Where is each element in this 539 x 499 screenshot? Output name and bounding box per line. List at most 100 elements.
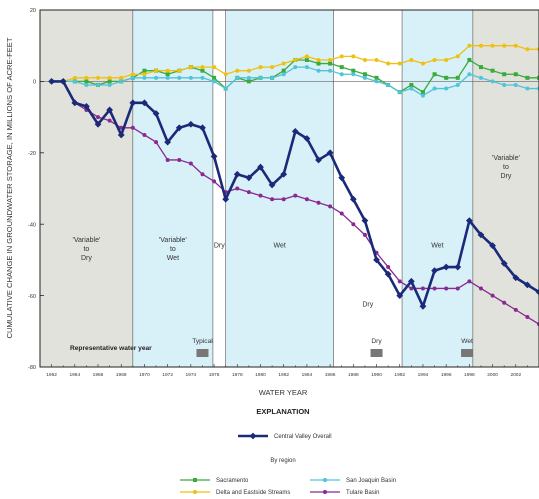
data-point xyxy=(245,174,253,182)
data-point xyxy=(467,279,472,284)
data-point xyxy=(454,263,462,271)
data-point xyxy=(455,75,460,80)
x-tick-label: 1964 xyxy=(69,372,80,378)
data-point xyxy=(537,75,539,80)
data-point xyxy=(199,124,206,132)
data-point xyxy=(200,65,205,70)
data-point xyxy=(165,72,170,77)
data-point xyxy=(338,174,346,182)
data-point xyxy=(258,193,263,198)
x-tick-label: 1974 xyxy=(186,372,197,378)
data-point xyxy=(490,293,495,298)
data-point xyxy=(489,242,496,250)
data-point xyxy=(281,197,286,202)
data-point xyxy=(212,179,217,184)
data-point xyxy=(188,161,193,166)
data-point xyxy=(235,68,240,73)
data-point xyxy=(525,47,530,52)
data-point xyxy=(165,157,170,162)
representative-year-marker xyxy=(370,349,383,357)
data-point xyxy=(328,204,333,209)
data-point xyxy=(444,57,449,62)
data-point xyxy=(59,78,67,85)
data-point xyxy=(351,222,356,227)
y-tick-label: -60 xyxy=(28,294,36,300)
legend-swatch-marker xyxy=(193,478,197,482)
series-lines xyxy=(48,43,539,327)
data-point xyxy=(420,286,425,291)
x-tick-label: 1962 xyxy=(46,372,57,378)
x-tick-label: 1986 xyxy=(325,372,336,378)
data-point xyxy=(223,86,228,91)
data-point xyxy=(420,93,425,98)
x-tick-label: 1982 xyxy=(278,372,289,378)
data-point xyxy=(339,54,344,59)
data-point xyxy=(188,65,193,70)
data-point xyxy=(351,72,356,77)
data-point xyxy=(84,79,89,84)
data-point xyxy=(175,124,183,132)
data-point xyxy=(165,75,170,80)
x-tick-label: 1994 xyxy=(418,372,429,378)
data-point xyxy=(525,75,530,80)
data-point xyxy=(513,82,518,87)
data-point xyxy=(339,211,344,216)
period-label: Dry xyxy=(214,242,225,249)
data-point xyxy=(362,232,367,237)
data-point xyxy=(119,79,124,84)
legend-swatch-marker xyxy=(249,432,257,440)
period-band xyxy=(333,10,403,367)
data-point xyxy=(490,68,495,73)
data-point xyxy=(374,57,379,62)
x-tick-label: 1980 xyxy=(255,372,266,378)
data-point xyxy=(362,57,367,62)
data-point xyxy=(502,72,507,77)
data-point xyxy=(212,79,217,84)
data-point xyxy=(107,82,112,87)
data-point xyxy=(154,75,159,80)
x-tick-label: 1970 xyxy=(139,372,150,378)
data-point xyxy=(304,54,309,59)
data-point xyxy=(362,75,367,80)
data-point xyxy=(444,75,449,80)
data-point xyxy=(397,61,402,66)
data-point xyxy=(397,90,402,95)
data-point xyxy=(210,152,218,160)
data-point xyxy=(200,68,205,73)
data-point xyxy=(84,75,89,80)
period-labels: 'Variable' to Dry 'Variable' to Wet Dry Wet Dry W… xyxy=(72,155,519,308)
data-point xyxy=(304,65,309,70)
data-point xyxy=(444,286,449,291)
data-point xyxy=(304,197,309,202)
data-point xyxy=(107,75,112,80)
data-point xyxy=(270,197,275,202)
data-point xyxy=(233,170,241,178)
data-point xyxy=(142,68,147,73)
data-point xyxy=(502,43,507,48)
data-point xyxy=(442,263,450,271)
data-point xyxy=(130,125,135,130)
x-tick-label: 1972 xyxy=(162,372,173,378)
data-point xyxy=(119,75,124,80)
x-axis: 1962 1964 1966 1968 1970 1972 1974 1976 1978 1980… xyxy=(39,364,539,378)
data-point xyxy=(270,65,275,70)
data-point xyxy=(478,65,483,70)
data-point xyxy=(96,75,101,80)
data-point xyxy=(246,79,251,84)
data-point xyxy=(409,86,414,91)
legend: Central Valley Overall By region Sacrament… xyxy=(180,432,396,496)
data-point xyxy=(223,72,228,77)
data-point xyxy=(281,72,286,77)
y-tick-label: 20 xyxy=(30,8,36,14)
data-point xyxy=(386,82,391,87)
data-point xyxy=(212,75,217,80)
data-point xyxy=(502,300,507,305)
data-point xyxy=(258,75,263,80)
data-point xyxy=(130,72,135,77)
data-point xyxy=(246,75,251,80)
data-point xyxy=(373,256,380,264)
period-band xyxy=(402,10,473,367)
data-point xyxy=(386,61,391,66)
x-tick-label: 1966 xyxy=(93,372,104,378)
